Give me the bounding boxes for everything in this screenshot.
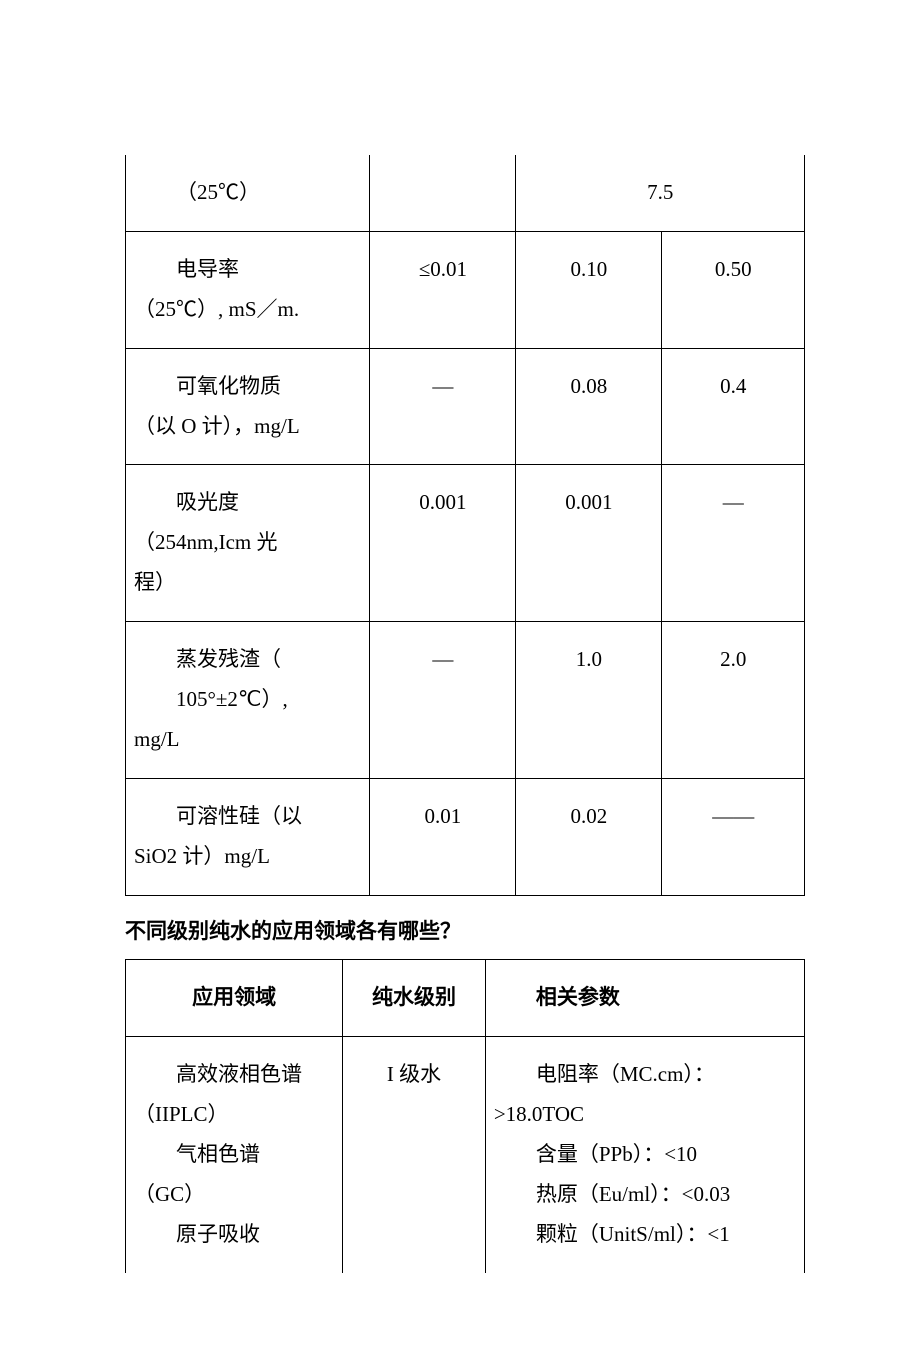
section-heading: 不同级别纯水的应用领域各有哪些？ (125, 912, 805, 952)
label-line: （25℃） (134, 173, 361, 213)
cell: — (370, 348, 516, 465)
level-cell: I 级水 (343, 1037, 486, 1273)
label-line: mg/L (134, 720, 361, 760)
label-line: （25℃）, mS／m. (134, 290, 361, 330)
label-line: SiO2 计）mg/L (134, 837, 361, 877)
row-label: 电导率 （25℃）, mS／m. (126, 231, 370, 348)
param-line: 含量（PPb）：<10 (494, 1135, 796, 1175)
app-line: 原子吸收 (134, 1215, 334, 1255)
param-line: 颗粒（UnitS/ml）：<1 (494, 1215, 796, 1255)
cell: 2.0 (662, 622, 805, 779)
label-line: 105°±2℃）, (134, 680, 361, 720)
cell: 0.02 (516, 778, 662, 895)
param-line: 热原（Eu/ml）：<0.03 (494, 1175, 796, 1215)
table-row: 可溶性硅（以 SiO2 计）mg/L 0.01 0.02 —— (126, 778, 805, 895)
row-label: （25℃） (126, 155, 370, 231)
row-label: 蒸发残渣（ 105°±2℃）, mg/L (126, 622, 370, 779)
table-row: 可氧化物质 （以 O 计），mg/L — 0.08 0.4 (126, 348, 805, 465)
col-header-level: 纯水级别 (343, 960, 486, 1037)
dash: — (723, 490, 744, 514)
label-line: 吸光度 (134, 483, 361, 523)
cell: —— (662, 778, 805, 895)
table-row: 电导率 （25℃）, mS／m. ≤0.01 0.10 0.50 (126, 231, 805, 348)
specs-table: （25℃） 7.5 电导率 （25℃）, mS／m. ≤0.01 0.10 0.… (125, 155, 805, 896)
col-header-application: 应用领域 (126, 960, 343, 1037)
app-sub: （GC） (134, 1175, 334, 1215)
cell: 0.4 (662, 348, 805, 465)
application-cell: 高效液相色谱 （IIPLC） 气相色谱 （GC） 原子吸收 (126, 1037, 343, 1273)
row-label: 可氧化物质 （以 O 计），mg/L (126, 348, 370, 465)
label-line: （254nm,Icm 光 (134, 523, 361, 563)
cell: ≤0.01 (370, 231, 516, 348)
dash: — (432, 374, 453, 398)
applications-table: 应用领域 纯水级别 相关参数 高效液相色谱 （IIPLC） 气相色谱 （GC） … (125, 959, 805, 1272)
cell: 0.001 (516, 465, 662, 622)
cell: 0.01 (370, 778, 516, 895)
label-line: 可溶性硅（以 (134, 797, 361, 837)
cell: 0.08 (516, 348, 662, 465)
cell (370, 155, 516, 231)
document-page: （25℃） 7.5 电导率 （25℃）, mS／m. ≤0.01 0.10 0.… (0, 0, 920, 1353)
row-label: 可溶性硅（以 SiO2 计）mg/L (126, 778, 370, 895)
dash: —— (712, 804, 754, 828)
label-line: 蒸发残渣（ (134, 640, 361, 680)
label-line: （以 O 计），mg/L (134, 407, 361, 447)
cell-merged: 7.5 (516, 155, 805, 231)
label-line: 可氧化物质 (134, 367, 361, 407)
col-header-params: 相关参数 (485, 960, 804, 1037)
label-line: 程） (134, 563, 361, 603)
cell: 0.50 (662, 231, 805, 348)
app-line: 气相色谱 (134, 1135, 334, 1175)
table-row: 高效液相色谱 （IIPLC） 气相色谱 （GC） 原子吸收 I 级水 电阻率（M… (126, 1037, 805, 1273)
row-label: 吸光度 （254nm,Icm 光 程） (126, 465, 370, 622)
cell: 0.10 (516, 231, 662, 348)
dash: — (432, 647, 453, 671)
table-row: 吸光度 （254nm,Icm 光 程） 0.001 0.001 — (126, 465, 805, 622)
cell: 1.0 (516, 622, 662, 779)
cell: 0.001 (370, 465, 516, 622)
label-line: 电导率 (134, 250, 361, 290)
app-sub: （IIPLC） (134, 1095, 334, 1135)
table-row: 蒸发残渣（ 105°±2℃）, mg/L — 1.0 2.0 (126, 622, 805, 779)
param-line: 电阻率（MC.cm）： (494, 1055, 796, 1095)
cell: — (370, 622, 516, 779)
app-line: 高效液相色谱 (134, 1055, 334, 1095)
table-row: （25℃） 7.5 (126, 155, 805, 231)
table-header-row: 应用领域 纯水级别 相关参数 (126, 960, 805, 1037)
cell: — (662, 465, 805, 622)
param-line: >18.0TOC (494, 1095, 796, 1135)
params-cell: 电阻率（MC.cm）： >18.0TOC 含量（PPb）：<10 热原（Eu/m… (485, 1037, 804, 1273)
